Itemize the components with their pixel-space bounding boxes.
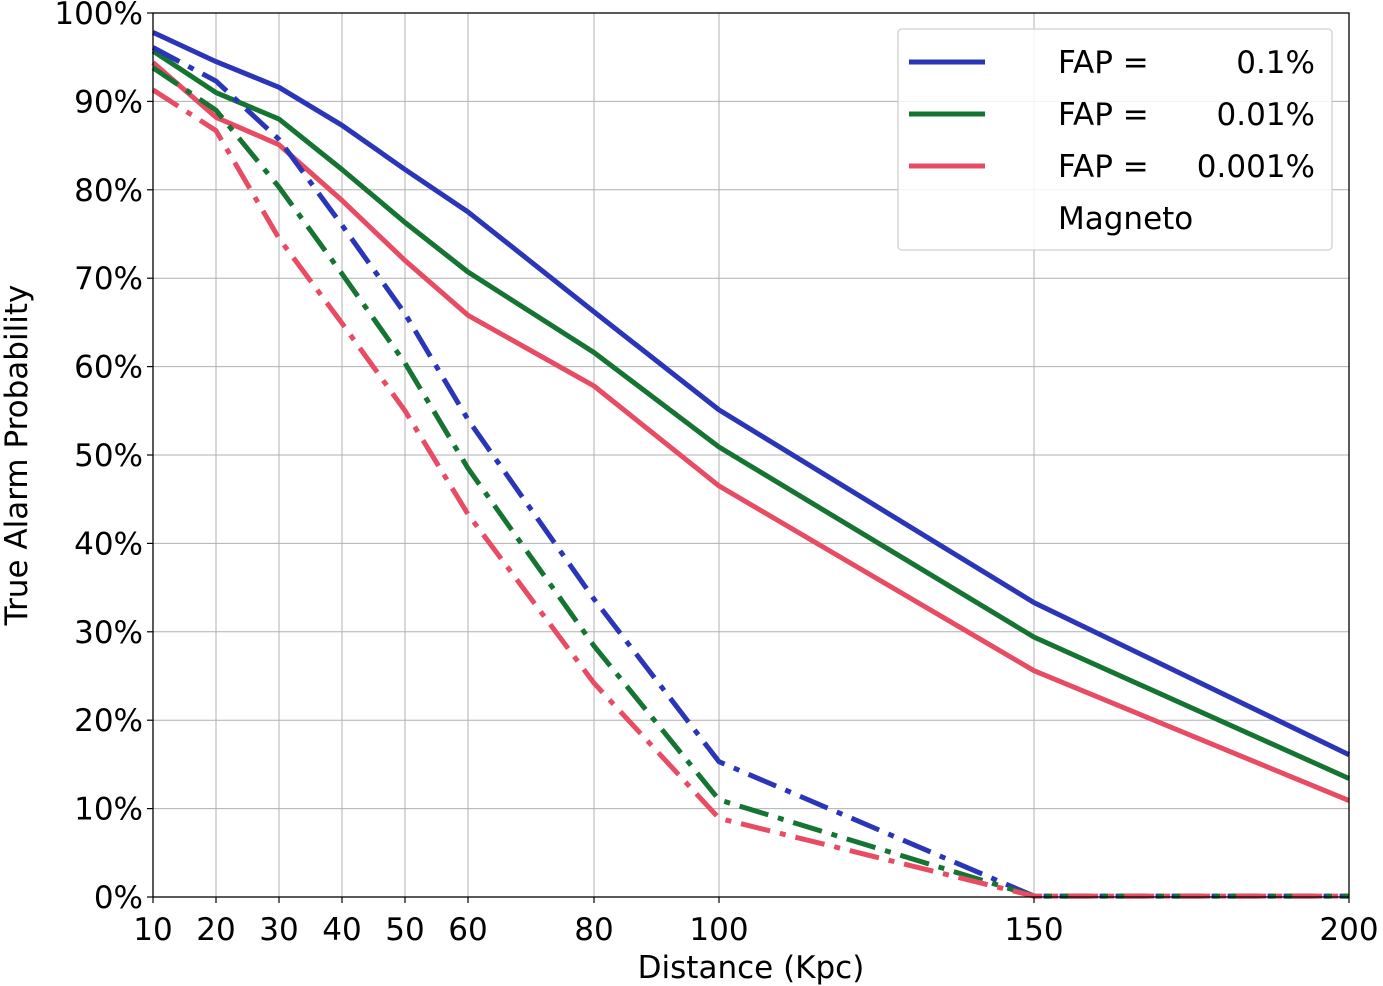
x-tick-label: 100 [689, 912, 748, 948]
x-axis-label: Distance (Kpc) [638, 950, 865, 986]
y-tick-label: 80% [74, 173, 143, 209]
legend-label-prefix: FAP = [1058, 149, 1149, 185]
legend-label-prefix: FAP = [1058, 97, 1149, 133]
legend-label-value: 0.001% [1197, 149, 1315, 185]
legend-label-value: 0.01% [1217, 97, 1315, 133]
y-axis-label: True Alarm Probability [0, 285, 35, 627]
x-tick-label: 60 [448, 912, 487, 948]
y-tick-label: 90% [74, 84, 143, 120]
x-tick-label: 20 [196, 912, 235, 948]
x-tick-label: 200 [1319, 912, 1378, 948]
legend-entries: FAP = 0.1% FAP = 0.01% FAP = 0.001% [909, 45, 1315, 185]
y-tick-label: 50% [74, 438, 143, 474]
series-line-solid-fap-0_001pct [151, 60, 1350, 803]
series-line-dashdot-fap-0_001pct [151, 87, 1349, 899]
x-tick-label: 30 [259, 912, 298, 948]
legend: FAP = 0.1% FAP = 0.01% FAP = 0.001% Magneto [897, 28, 1333, 251]
series-lines [151, 30, 1351, 899]
y-tick-label: 60% [74, 350, 143, 386]
y-tick-label: 40% [74, 526, 143, 562]
legend-box [897, 28, 1333, 251]
x-tick-label: 80 [574, 912, 613, 948]
x-axis-ticks: 10 20 30 40 50 60 80 100 150 200 [133, 897, 1379, 948]
series-line-dashdot-fap-0_01pct [151, 65, 1349, 899]
series-line-solid-fap-0_01pct [151, 48, 1351, 781]
y-axis-ticks: 0% 10% 20% 30% 40% 50% 60% 70% 80% 90% 100% [54, 0, 153, 916]
legend-label-value: 0.1% [1236, 45, 1315, 81]
legend-footer-text: Magneto [1058, 201, 1193, 237]
y-tick-label: 10% [74, 792, 143, 828]
y-tick-label: 0% [94, 880, 143, 916]
y-tick-label: 20% [74, 703, 143, 739]
x-tick-label: 50 [385, 912, 424, 948]
y-tick-label: 100% [54, 0, 143, 32]
x-tick-label: 40 [322, 912, 361, 948]
y-tick-label: 30% [74, 615, 143, 651]
x-tick-label: 150 [1004, 912, 1063, 948]
y-tick-label: 70% [74, 261, 143, 297]
series-line-dashdot-fap-0_1pct [151, 45, 1349, 899]
legend-label-prefix: FAP = [1058, 45, 1149, 81]
series-line-solid-fap-0_1pct [151, 30, 1351, 757]
x-tick-label: 10 [133, 912, 172, 948]
